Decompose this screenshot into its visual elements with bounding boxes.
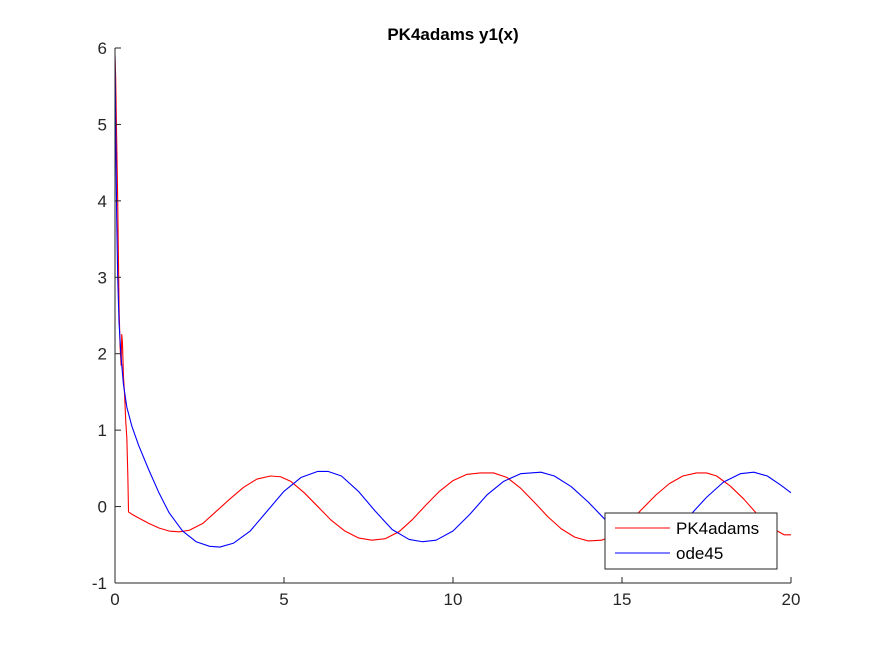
legend-label: PK4adams: [676, 519, 759, 538]
y-tick-label: 2: [98, 345, 107, 364]
plot-background: [115, 48, 791, 583]
x-tick-label: 5: [279, 590, 288, 609]
legend: PK4adams ode45: [604, 512, 778, 570]
x-tick-label: 20: [782, 590, 801, 609]
chart-title: PK4adams y1(x): [387, 25, 518, 44]
y-tick-label: 0: [98, 498, 107, 517]
y-tick-label: 6: [98, 39, 107, 58]
y-tick-label: 3: [98, 268, 107, 287]
y-tick-label: 1: [98, 421, 107, 440]
y-tick-label: 5: [98, 115, 107, 134]
legend-label: ode45: [676, 544, 723, 563]
y-tick-label: 4: [98, 192, 107, 211]
plot-area: [115, 48, 791, 583]
series-line-0: [115, 55, 791, 542]
x-tick-label: 0: [110, 590, 119, 609]
legend-box: [604, 512, 778, 570]
x-tick-label: 10: [444, 590, 463, 609]
y-tick-label: -1: [92, 574, 107, 593]
x-tick-label: 15: [613, 590, 632, 609]
